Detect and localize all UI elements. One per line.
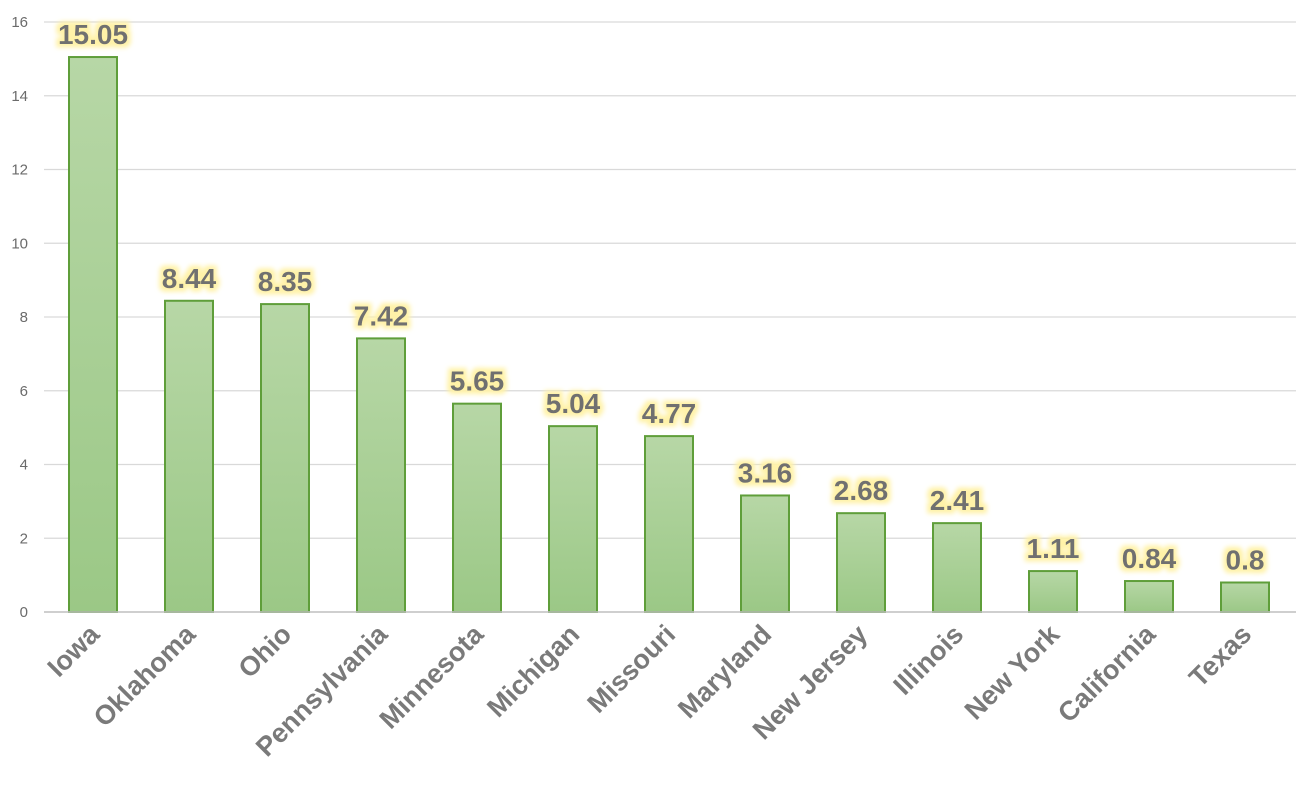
category-label: Missouri (582, 619, 682, 719)
bar (644, 435, 694, 614)
bar (932, 522, 982, 613)
category-label: Michigan (481, 619, 585, 723)
data-label: 8.35 (258, 266, 313, 297)
category-label: Ohio (233, 619, 298, 684)
y-tick-label: 10 (11, 235, 28, 252)
data-label: 8.44 (162, 263, 217, 294)
category-label: Illinois (888, 619, 970, 701)
y-tick-label: 2 (20, 530, 28, 547)
bar (164, 299, 214, 613)
bar (548, 425, 598, 613)
category-label: Oklahoma (88, 618, 202, 732)
y-tick-label: 12 (11, 162, 28, 179)
data-label: 2.41 (930, 485, 985, 516)
bar (836, 512, 886, 613)
category-label: Minnesota (374, 618, 490, 734)
category-label: New York (959, 618, 1066, 725)
bar (740, 494, 790, 614)
category-label: California (1052, 618, 1162, 728)
data-label: 7.42 (354, 300, 409, 331)
data-label: 0.8 (1226, 545, 1265, 576)
data-label: 15.05 (58, 19, 128, 50)
data-label: 4.77 (642, 398, 697, 429)
y-tick-label: 16 (11, 14, 28, 31)
gridlines (44, 21, 1296, 539)
bar (68, 56, 118, 613)
data-label: 5.65 (450, 366, 505, 397)
bar (260, 303, 310, 613)
data-label: 1.11 (1027, 533, 1080, 564)
data-label: 5.04 (546, 388, 601, 419)
bar (1220, 581, 1270, 613)
y-tick-label: 6 (20, 383, 28, 400)
category-label: Iowa (42, 618, 106, 682)
y-tick-label: 0 (20, 604, 28, 621)
bars (68, 56, 1270, 614)
y-axis-ticks: 0 2 4 6 8 10 12 14 16 (11, 14, 28, 621)
data-label: 0.84 (1122, 543, 1177, 574)
y-tick-label: 4 (20, 457, 28, 474)
data-labels: 15.05 8.44 8.35 7.42 5.65 5.04 4.77 3.16 2.68 2.4… (58, 19, 1265, 575)
category-label: Texas (1183, 619, 1257, 693)
bar (452, 402, 502, 613)
bar (356, 337, 406, 613)
bar (1124, 580, 1174, 614)
y-tick-label: 8 (20, 309, 28, 326)
data-label: 2.68 (834, 475, 889, 506)
bar (1028, 570, 1078, 613)
data-label: 3.16 (738, 457, 793, 488)
y-tick-label: 14 (11, 88, 28, 105)
